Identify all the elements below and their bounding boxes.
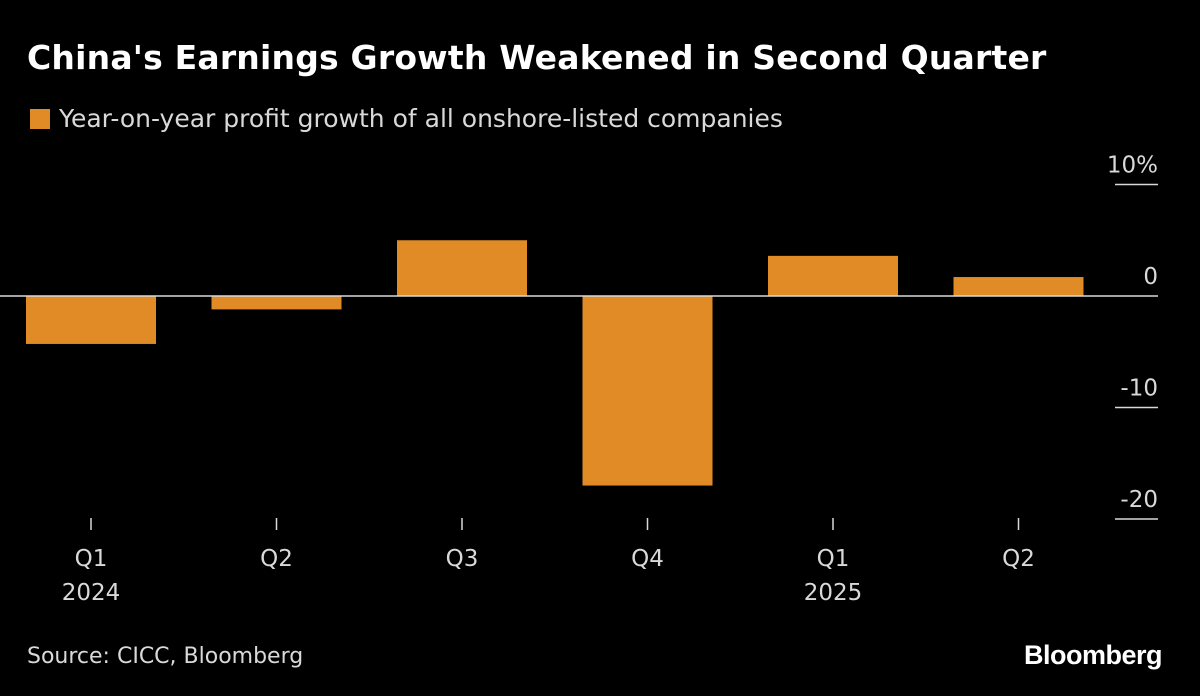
x-tick-label-2: Q2 (260, 546, 293, 572)
y-tick-label-0: 10% (1107, 153, 1158, 179)
bars-group (26, 240, 1084, 486)
bar-1 (26, 296, 156, 344)
bar-4 (582, 296, 713, 486)
y-axis: 10% 0 -10 -20 (0, 153, 1158, 520)
legend-label: Year-on-year profit growth of all onshor… (59, 104, 783, 133)
x-axis: Q1 2024 Q2 Q3 Q4 Q1 2025 Q2 (62, 518, 1035, 606)
x-year-label-5: 2025 (804, 580, 863, 606)
bar-2 (211, 296, 342, 310)
source-note: Source: CICC, Bloomberg (27, 644, 304, 669)
x-tick-label-4: Q4 (631, 546, 664, 572)
bar-5 (768, 255, 898, 296)
legend: Year-on-year profit growth of all onshor… (30, 104, 783, 133)
bloomberg-logo: Bloomberg (1023, 640, 1163, 670)
y-tick-label-3: -20 (1120, 487, 1158, 513)
y-tick-label-1: 0 (1143, 264, 1158, 290)
y-tick-label-2: -10 (1120, 376, 1158, 402)
x-tick-label-5: Q1 (817, 546, 850, 572)
x-tick-label-3: Q3 (446, 546, 479, 572)
bar-6 (953, 277, 1084, 296)
chart-title: China's Earnings Growth Weakened in Seco… (27, 38, 1047, 77)
bar-3 (397, 240, 527, 296)
legend-swatch (30, 108, 50, 129)
x-tick-label-6: Q2 (1002, 546, 1035, 572)
x-year-label-1: 2024 (62, 580, 121, 606)
x-tick-label-1: Q1 (75, 546, 108, 572)
